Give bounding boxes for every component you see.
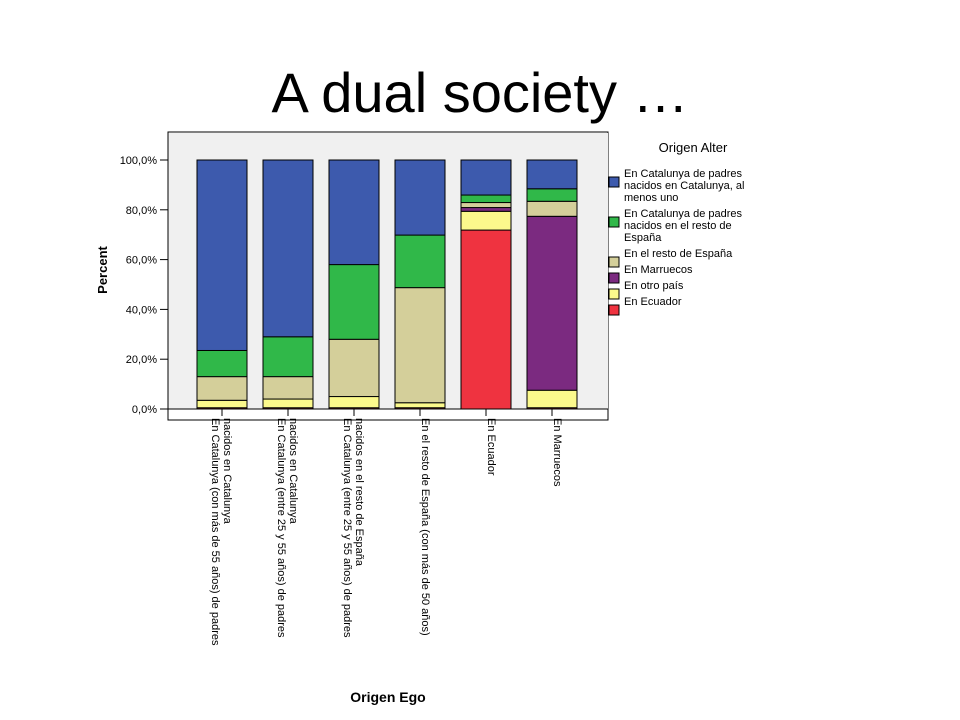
- bar-segment: [460, 229, 512, 410]
- legend-label: En otro país: [624, 280, 684, 292]
- bar-segment: [328, 338, 380, 398]
- bar-segment: [328, 159, 380, 266]
- legend-label: España: [624, 232, 662, 244]
- bar-segment: [526, 389, 578, 409]
- x-tick-label: nacidos en el resto de España: [353, 418, 365, 567]
- legend-label: nacidos en el resto de: [624, 220, 732, 232]
- legend-label: En Catalunya de padres: [624, 208, 743, 220]
- bar-segment: [526, 188, 578, 202]
- legend-title: Origen Alter: [659, 140, 728, 155]
- bar-segment: [196, 399, 248, 409]
- bar-segment: [394, 402, 446, 409]
- legend-swatch: [608, 216, 620, 228]
- legend-swatch: [608, 304, 620, 316]
- bar-segment: [460, 202, 512, 209]
- legend-label: En el resto de España: [624, 248, 733, 260]
- slide-title: A dual society …: [271, 61, 689, 124]
- y-tick-label: 20,0%: [126, 354, 157, 366]
- bar-segment: [262, 376, 314, 400]
- bar-segment: [196, 376, 248, 401]
- legend-swatch: [608, 176, 620, 188]
- x-axis-title: Origen Ego: [350, 689, 425, 705]
- y-axis-title: Percent: [95, 245, 110, 293]
- legend-label: nacidos en Catalunya, al: [624, 180, 744, 192]
- bar-segment: [262, 336, 314, 378]
- legend-label: En Catalunya de padres: [624, 168, 743, 180]
- bar-segment: [460, 194, 512, 204]
- bar-segment: [460, 207, 512, 212]
- bar-segment: [460, 159, 512, 196]
- y-tick-label: 60,0%: [126, 255, 157, 267]
- y-tick-label: 0,0%: [132, 404, 157, 416]
- bar-segment: [196, 159, 248, 351]
- bar-segment: [526, 215, 578, 391]
- x-tick-label: En Ecuador: [485, 418, 497, 476]
- x-tick-label: nacidos en Catalunya: [287, 418, 299, 525]
- bar-segment: [526, 159, 578, 190]
- x-tick-label: En el resto de España (con más de 50 año…: [419, 418, 431, 636]
- y-tick-label: 100,0%: [120, 155, 158, 167]
- bar-segment: [196, 349, 248, 378]
- bar-segment: [460, 210, 512, 231]
- bar-segment: [328, 264, 380, 340]
- legend-swatch: [608, 256, 620, 268]
- bar-segment: [394, 234, 446, 289]
- x-tick-label: En Catalunya (con más de 55 años) de pad…: [209, 418, 221, 646]
- legend-swatch: [608, 288, 620, 300]
- bar-segment: [394, 159, 446, 236]
- y-tick-label: 80,0%: [126, 205, 157, 217]
- y-tick-label: 40,0%: [126, 304, 157, 316]
- bar-segment: [328, 396, 380, 409]
- x-tick-label: En Catalunya (entre 25 y 55 años) de pad…: [275, 418, 287, 638]
- bar-segment: [262, 159, 314, 338]
- x-tick-label: En Catalunya (entre 25 y 55 años) de pad…: [341, 418, 353, 638]
- legend-label: En Ecuador: [624, 296, 682, 308]
- legend-label: menos uno: [624, 192, 678, 204]
- legend-swatch: [608, 272, 620, 284]
- x-tick-label: nacidos en Catalunya: [221, 418, 233, 525]
- bar-segment: [394, 287, 446, 404]
- legend-label: En Marruecos: [624, 264, 693, 276]
- x-tick-label: En Marruecos: [551, 418, 563, 487]
- bar-segment: [526, 200, 578, 217]
- bar-segment: [262, 398, 314, 409]
